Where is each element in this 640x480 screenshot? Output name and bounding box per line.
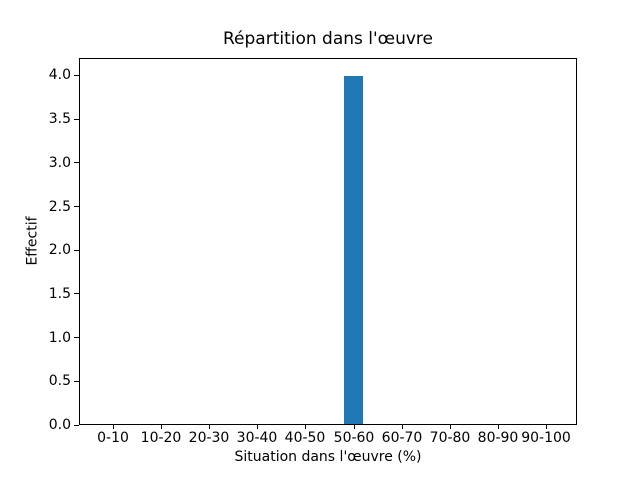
y-tick-mark xyxy=(74,381,79,382)
x-tick-mark xyxy=(161,425,162,429)
y-tick-mark xyxy=(74,293,79,294)
x-tick-label: 30-40 xyxy=(236,430,278,446)
y-tick-label: 4.0 xyxy=(48,67,71,83)
x-tick-mark xyxy=(209,425,210,429)
x-tick-label: 0-10 xyxy=(97,430,129,446)
x-tick-label: 50-60 xyxy=(333,430,375,446)
y-tick-label: 2.0 xyxy=(48,242,71,258)
x-tick-mark xyxy=(305,425,306,429)
y-tick-mark xyxy=(74,250,79,251)
x-tick-mark xyxy=(257,425,258,429)
y-tick-mark xyxy=(74,337,79,338)
y-tick-label: 2.5 xyxy=(48,199,71,215)
x-tick-label: 90-100 xyxy=(521,430,571,446)
bar xyxy=(344,76,363,424)
chart-title: Répartition dans l'œuvre xyxy=(222,29,433,49)
x-tick-mark xyxy=(402,425,403,429)
x-tick-mark xyxy=(450,425,451,429)
y-tick-label: 0.0 xyxy=(48,417,71,433)
y-tick-mark xyxy=(74,162,79,163)
plot-area xyxy=(79,58,577,425)
y-tick-label: 3.0 xyxy=(48,155,71,171)
x-tick-label: 80-90 xyxy=(477,430,519,446)
y-tick-label: 0.5 xyxy=(48,373,71,389)
x-tick-label: 70-80 xyxy=(429,430,471,446)
x-tick-mark xyxy=(498,425,499,429)
x-tick-label: 20-30 xyxy=(188,430,230,446)
x-tick-mark xyxy=(113,425,114,429)
y-tick-label: 1.5 xyxy=(48,286,71,302)
y-tick-mark xyxy=(74,119,79,120)
x-tick-label: 10-20 xyxy=(140,430,182,446)
y-tick-mark xyxy=(74,75,79,76)
y-tick-mark xyxy=(74,425,79,426)
x-tick-label: 60-70 xyxy=(381,430,423,446)
x-axis-label: Situation dans l'œuvre (%) xyxy=(234,449,422,465)
y-tick-mark xyxy=(74,206,79,207)
y-tick-label: 1.0 xyxy=(48,330,71,346)
y-tick-label: 3.5 xyxy=(48,111,71,127)
x-tick-mark xyxy=(354,425,355,429)
x-tick-mark xyxy=(546,425,547,429)
x-tick-label: 40-50 xyxy=(284,430,326,446)
